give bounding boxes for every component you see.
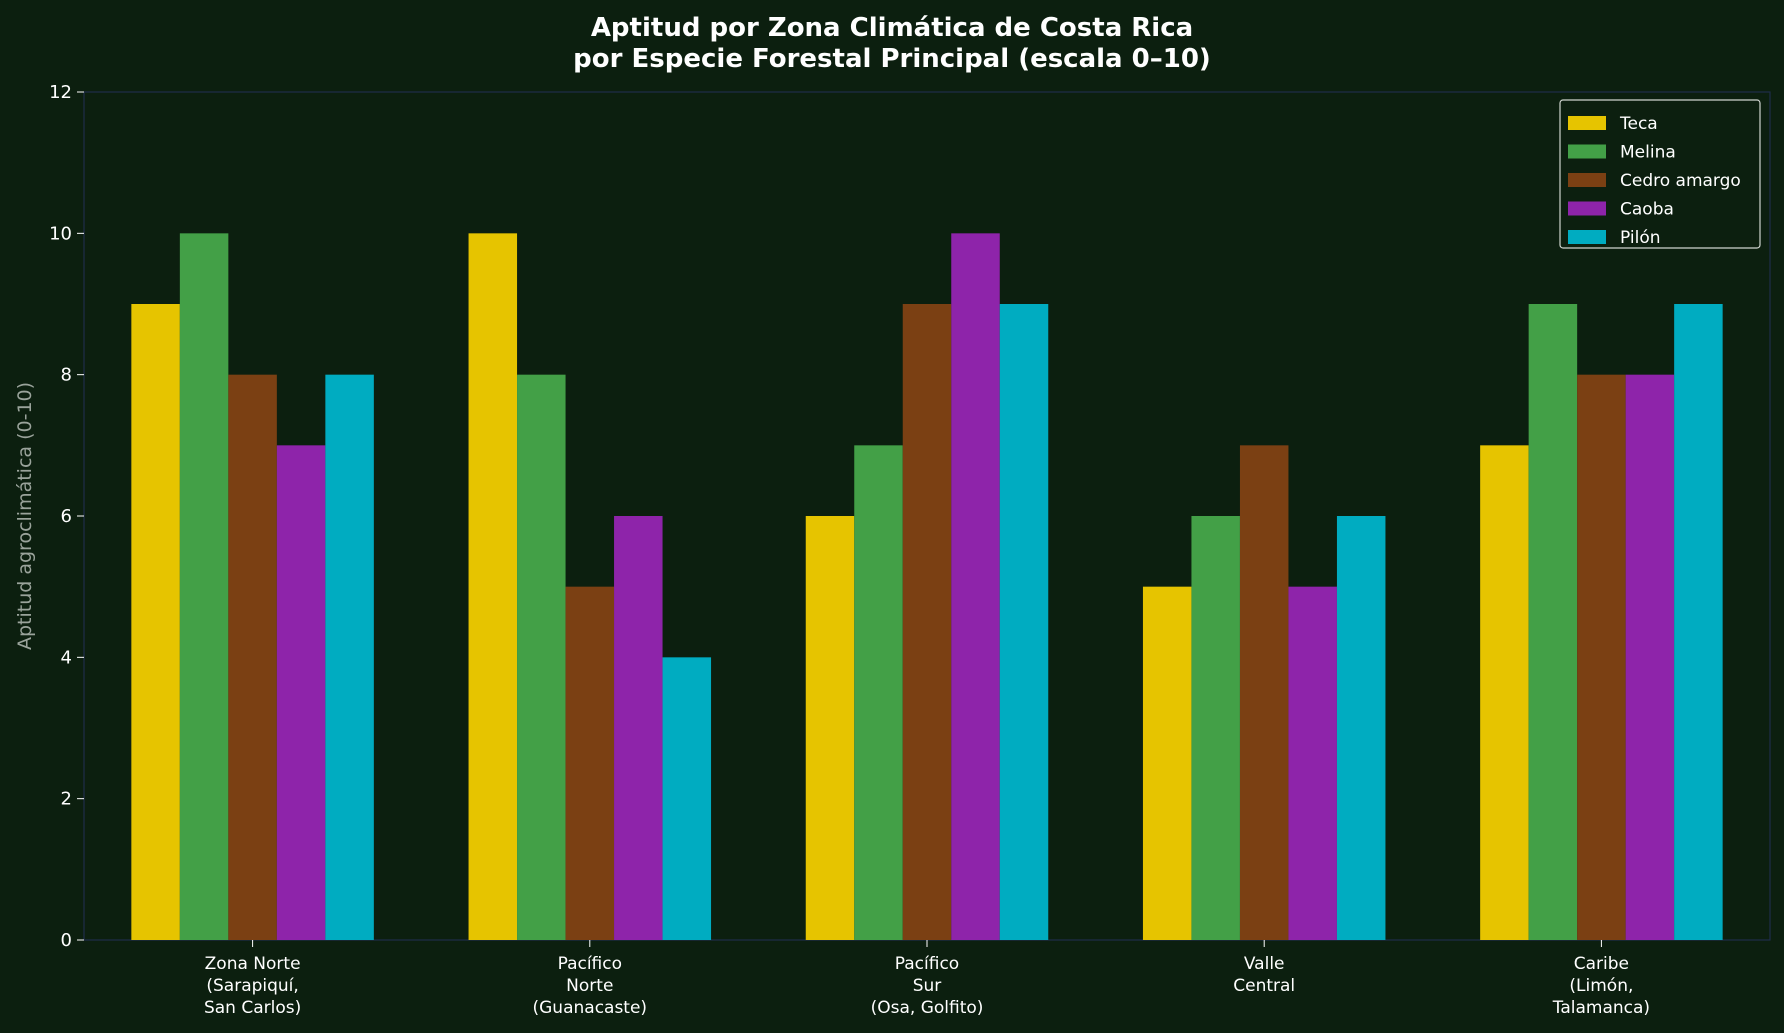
x-tick-label-line: (Limón, <box>1569 976 1633 996</box>
y-tick-label: 6 <box>61 506 72 527</box>
legend[interactable]: Teca Melina Cedro amargo Caoba Pilón <box>1559 99 1761 249</box>
legend-swatch <box>1568 116 1606 130</box>
legend-box <box>1559 99 1761 249</box>
x-tick-label: Caribe (Limón, Talamanca) <box>1552 954 1650 1018</box>
x-tick-label-line: (Osa, Golfito) <box>871 998 984 1018</box>
x-tick-label-line: Norte <box>566 976 613 996</box>
bar-cedro-amargo-2 <box>902 304 952 940</box>
legend-swatch <box>1568 144 1606 159</box>
bar-teca-2 <box>805 516 855 940</box>
x-tick-label-line: (Sarapiquí, <box>206 976 298 996</box>
x-tick-label: Pacífico Norte (Guanacaste) <box>533 954 648 1018</box>
x-tick-label: Valle Central <box>1233 954 1295 996</box>
x-tick-label-line: Pacífico <box>558 954 622 974</box>
y-tick-label: 2 <box>61 789 72 810</box>
bar-pilón-0 <box>325 374 374 941</box>
legend-label: Pilón <box>1620 228 1661 248</box>
x-tick-label-line: Pacífico <box>895 954 959 974</box>
legend-label: Cedro amargo <box>1620 171 1741 191</box>
y-tick-label: 8 <box>61 365 72 386</box>
legend-swatch <box>1568 201 1606 216</box>
bar-cedro-amargo-1 <box>565 586 615 940</box>
chart-title: Aptitud por Zona Climática de Costa Rica… <box>573 13 1211 74</box>
bar-melina-3 <box>1191 516 1240 940</box>
x-tick-label-line: Zona Norte <box>205 954 301 974</box>
bar-teca-1 <box>468 233 518 941</box>
x-tick-label-line: Central <box>1233 976 1295 996</box>
legend-label: Caoba <box>1620 200 1674 220</box>
plot-area <box>83 91 1771 941</box>
y-axis: 0 2 4 6 8 10 12 <box>49 82 84 951</box>
bar-caoba-3 <box>1288 586 1337 940</box>
y-tick-label: 0 <box>61 930 72 951</box>
bar-teca-0 <box>131 304 180 940</box>
x-tick-label-line: Caribe <box>1574 954 1629 974</box>
y-tick-label: 12 <box>49 82 72 103</box>
legend-label: Teca <box>1619 114 1658 134</box>
chart-title-line-1: Aptitud por Zona Climática de Costa Rica <box>591 13 1193 43</box>
legend-label: Melina <box>1620 143 1676 163</box>
bar-pilón-3 <box>1336 516 1386 940</box>
bar-cedro-amargo-3 <box>1239 445 1289 940</box>
bar-melina-4 <box>1528 304 1578 940</box>
bar-pilón-1 <box>662 657 712 940</box>
bar-melina-1 <box>517 374 566 941</box>
x-tick-label-line: San Carlos) <box>204 998 301 1018</box>
y-axis-label: Aptitud agroclimática (0-10) <box>14 382 36 650</box>
bar-melina-2 <box>854 445 903 940</box>
bar-cedro-amargo-0 <box>228 374 277 941</box>
bar-pilón-4 <box>1674 304 1723 940</box>
x-axis: Zona Norte (Sarapiquí, San Carlos) Pacífico… <box>204 940 1650 1018</box>
bar-teca-4 <box>1480 445 1529 940</box>
bar-caoba-2 <box>951 233 1000 941</box>
x-tick-label: Zona Norte (Sarapiquí, San Carlos) <box>204 954 301 1018</box>
bar-teca-3 <box>1142 586 1192 940</box>
bar-caoba-1 <box>614 516 663 940</box>
x-tick-label: Pacífico Sur (Osa, Golfito) <box>871 954 984 1018</box>
bar-pilón-2 <box>999 304 1049 940</box>
legend-swatch <box>1568 230 1606 244</box>
y-tick-label: 10 <box>49 223 72 244</box>
chart-title-line-2: por Especie Forestal Principal (escala 0… <box>573 44 1211 74</box>
x-tick-label-line: Sur <box>913 976 942 996</box>
x-tick-label-line: Talamanca) <box>1552 998 1650 1018</box>
bar-caoba-0 <box>276 445 326 940</box>
bar-cedro-amargo-4 <box>1577 374 1626 941</box>
bar-caoba-4 <box>1625 374 1675 941</box>
y-tick-label: 4 <box>61 647 72 668</box>
bar-melina-0 <box>179 233 229 941</box>
x-tick-label-line: Valle <box>1244 954 1285 974</box>
x-tick-label-line: (Guanacaste) <box>533 998 648 1018</box>
legend-swatch <box>1568 173 1606 187</box>
